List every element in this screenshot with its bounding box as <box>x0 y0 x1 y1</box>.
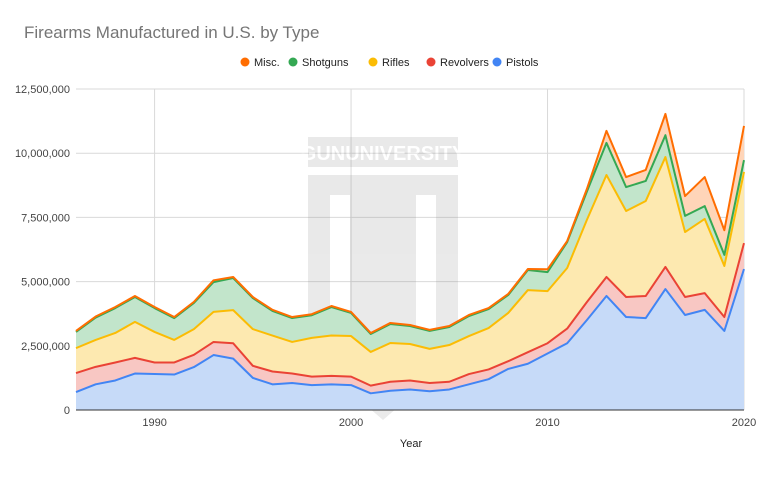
line-rifles <box>75 156 745 353</box>
chart-title: Firearms Manufactured in U.S. by Type <box>24 23 319 42</box>
legend-swatch-rifles <box>368 57 378 67</box>
legend-label: Pistols <box>506 57 539 69</box>
legend-label: Shotguns <box>302 57 349 69</box>
line-revolvers <box>75 242 745 387</box>
legend-item-rifles[interactable]: Rifles <box>368 57 411 69</box>
watermark-text: GUNUNIVERSITY <box>301 143 466 165</box>
area-pistols <box>76 269 744 410</box>
x-tick-label: 2010 <box>535 417 559 429</box>
legend-swatch-misc <box>240 57 250 67</box>
legend-item-pistols[interactable]: Pistols <box>492 57 539 69</box>
legend-item-misc[interactable]: Misc. <box>240 57 280 69</box>
legend-label: Misc. <box>254 57 280 69</box>
legend-item-shotguns[interactable]: Shotguns <box>288 57 349 69</box>
x-tick-labels: 1990 2000 2010 2020 <box>142 417 756 429</box>
legend-label: Rifles <box>382 57 410 69</box>
x-tick-label: 2020 <box>732 417 756 429</box>
y-tick-label: 12,500,000 <box>15 84 70 96</box>
legend-swatch-shotguns <box>288 57 298 67</box>
y-tick-label: 5,000,000 <box>21 277 70 289</box>
line-misc <box>75 112 745 334</box>
legend-swatch-pistols <box>492 57 502 67</box>
y-tick-label: 2,500,000 <box>21 341 70 353</box>
legend: Misc. Shotguns Rifles Revolvers Pistols <box>240 57 539 69</box>
area-shotguns <box>76 135 744 352</box>
legend-item-revolvers[interactable]: Revolvers <box>426 57 490 69</box>
x-tick-label: 1990 <box>142 417 166 429</box>
x-axis-label: Year <box>400 438 423 450</box>
legend-swatch-revolvers <box>426 57 436 67</box>
y-tick-label: 10,000,000 <box>15 148 70 160</box>
area-rifles <box>76 157 744 386</box>
legend-label: Revolvers <box>440 57 489 69</box>
x-tick-label: 2000 <box>339 417 363 429</box>
y-tick-labels: 0 2,500,000 5,000,000 7,500,000 10,000,000 12… <box>15 84 70 417</box>
y-tick-label: 7,500,000 <box>21 212 70 224</box>
line-pistols <box>75 268 745 395</box>
series-lines <box>75 112 745 395</box>
y-tick-label: 0 <box>64 405 70 417</box>
